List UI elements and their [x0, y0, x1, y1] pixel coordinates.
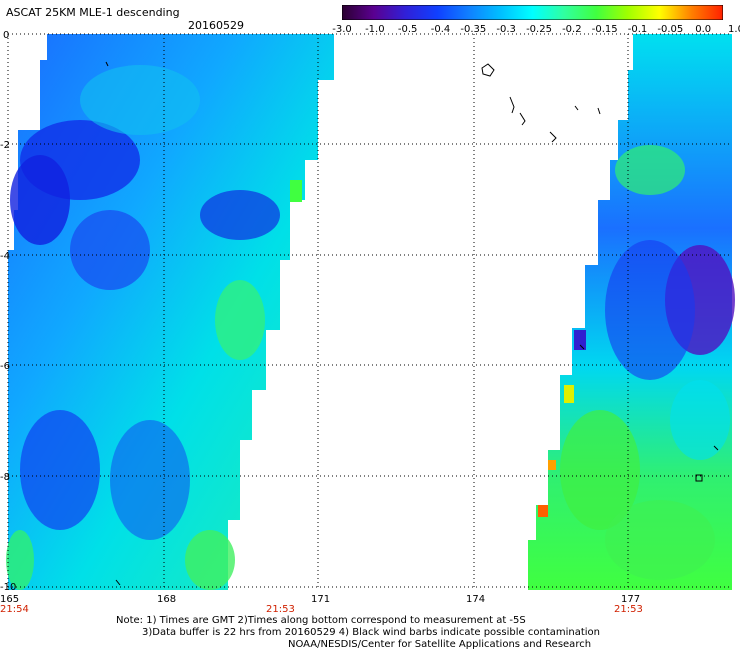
grid-lines — [7, 33, 732, 588]
colorbar-label: -0.35 — [460, 24, 487, 35]
colorbar — [342, 5, 723, 20]
colorbar-label: -0.5 — [397, 24, 418, 35]
island-outlines — [105, 61, 719, 586]
colorbar-label: -0.3 — [496, 24, 516, 35]
left-swath — [6, 34, 334, 590]
y-label: -8 — [0, 472, 10, 483]
y-label: 0 — [3, 30, 9, 41]
colorbar-label: -0.4 — [430, 24, 451, 35]
note-line-2: 3)Data buffer is 22 hrs from 20160529 4)… — [142, 627, 600, 638]
colorbar-label: -0.15 — [591, 24, 618, 35]
right-swath — [528, 34, 735, 590]
time-label: 21:53 — [614, 604, 643, 615]
y-label: -4 — [0, 251, 10, 262]
time-labels: 21:54 21:53 21:53 — [0, 604, 643, 615]
colorbar-labels: -3.0 -1.0 -0.5 -0.4 -0.35 -0.3 -0.25 -0.2 -0.15-… — [330, 24, 740, 36]
colorbar-label: -0.1 — [627, 24, 648, 35]
time-label: 21:53 — [266, 604, 295, 615]
y-label: -10 — [0, 582, 16, 593]
y-label: -6 — [0, 361, 10, 372]
x-label: 174 — [466, 594, 485, 605]
colorbar-label: 1.0 — [728, 24, 740, 35]
note-line-1: Note: 1) Times are GMT 2)Times along bot… — [116, 615, 526, 626]
x-label: 171 — [311, 594, 330, 605]
map-title: ASCAT 25KM MLE-1 descending — [6, 6, 180, 19]
x-label: 177 — [621, 594, 640, 605]
x-label: 168 — [157, 594, 176, 605]
y-axis-labels: 0 -2 -4 -6 -8 -10 — [0, 30, 16, 593]
colorbar-label: -1.0 — [365, 24, 385, 35]
time-label: 21:54 — [0, 604, 29, 615]
colorbar-label: -0.25 — [526, 24, 552, 35]
colorbar-label: -3.0 — [332, 24, 352, 35]
note-line-3: NOAA/NESDIS/Center for Satellite Applica… — [288, 639, 592, 650]
y-label: -2 — [0, 140, 10, 151]
map-date: 20160529 — [188, 19, 244, 32]
x-label: 165 — [0, 594, 19, 605]
colorbar-label: -0.05 — [657, 24, 684, 35]
colorbar-gradient — [342, 5, 723, 20]
colorbar-label: 0.0 — [695, 24, 712, 35]
x-axis-labels: 165 168 171 174 177 — [0, 594, 640, 605]
colorbar-label: -0.2 — [562, 24, 582, 35]
